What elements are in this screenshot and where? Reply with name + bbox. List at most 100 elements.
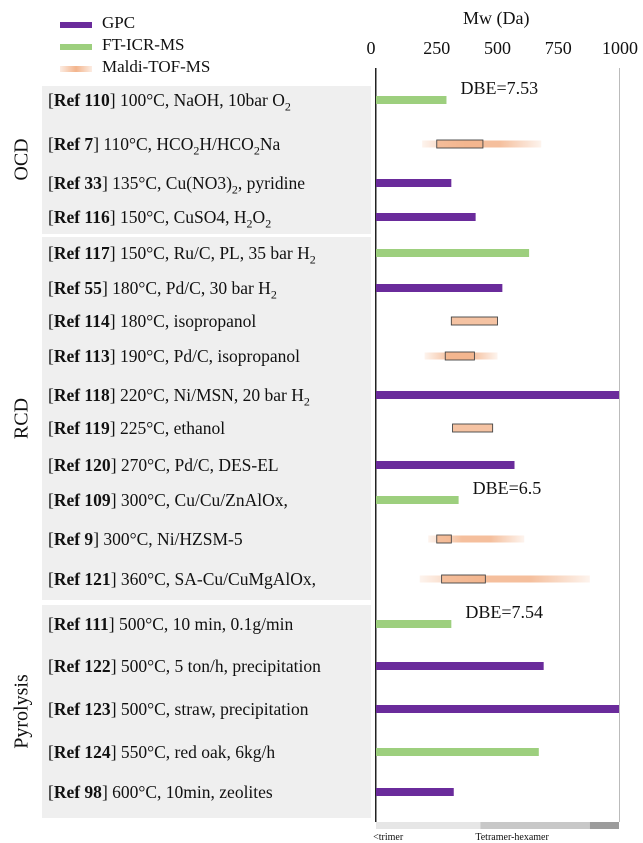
row-condition-tail: , pyridine <box>237 173 305 193</box>
bar-gpc <box>376 788 454 796</box>
tick-label: 250 <box>423 38 451 58</box>
row-condition: 135°C, Cu(NO3) <box>112 173 232 193</box>
ref-name: Ref 33 <box>53 173 102 193</box>
bar-gpc <box>376 662 544 670</box>
row-condition-tail: O <box>252 207 266 227</box>
row-label: [Ref 111] 500°C, 10 min, 0.1g/min <box>48 614 294 634</box>
row-label: [Ref 116] 150°C, CuSO4, H2O2 <box>48 207 272 231</box>
tick-label: 1000 <box>602 38 638 58</box>
maldi-box <box>450 316 498 326</box>
bar-ft-icr-ms <box>376 748 539 756</box>
legend-swatch <box>60 66 92 72</box>
oligomer-band <box>480 822 590 829</box>
dbe-annotation: DBE=7.54 <box>465 602 543 622</box>
dbe-annotation: DBE=6.5 <box>472 478 542 498</box>
subscript: 2 <box>309 252 316 267</box>
subscript: 2 <box>193 143 200 158</box>
row-condition-tail: Na <box>259 134 281 154</box>
subscript: 2 <box>231 182 238 197</box>
legend-swatch <box>60 44 92 50</box>
row-condition: 270°C, Pd/C, DES-EL <box>120 455 279 475</box>
ref-name: Ref 110 <box>53 90 110 110</box>
ref-name: Ref 109 <box>53 490 111 510</box>
row-condition: 550°C, red oak, 6kg/h <box>120 742 276 762</box>
ref-name: Ref 117 <box>53 243 110 263</box>
row-label: [Ref 109] 300°C, Cu/Cu/ZnAlOx, <box>48 490 288 510</box>
ref-name: Ref 116 <box>53 207 110 227</box>
ref-name: Ref 119 <box>53 418 110 438</box>
row-label: [Ref 118] 220°C, Ni/MSN, 20 bar H2 <box>48 385 310 409</box>
subscript: 2 <box>284 99 291 114</box>
row-label: [Ref 121] 360°C, SA-Cu/CuMgAlOx, <box>48 569 317 589</box>
row-label: [Ref 114] 180°C, isopropanol <box>48 311 257 331</box>
ref-name: Ref 113 <box>53 346 110 366</box>
ref-name: Ref 124 <box>53 742 111 762</box>
ref-name: Ref 120 <box>53 455 111 475</box>
legend-swatch <box>60 22 92 28</box>
legend-label: Maldi-TOF-MS <box>102 57 211 76</box>
row-condition: 100°C, NaOH, 10bar O <box>119 90 285 110</box>
bar-ft-icr-ms <box>376 249 530 257</box>
oligomer-band <box>376 822 481 829</box>
row-label: [Ref 9] 300°C, Ni/HZSM-5 <box>48 529 243 549</box>
subscript: 2 <box>265 216 272 231</box>
bar-gpc <box>376 179 452 187</box>
row-condition: 190°C, Pd/C, isopropanol <box>119 346 301 366</box>
ref-name: Ref 111 <box>53 614 109 634</box>
row-label: [Ref 113] 190°C, Pd/C, isopropanol <box>48 346 301 366</box>
row-label: [Ref 120] 270°C, Pd/C, DES-EL <box>48 455 279 475</box>
y-axis-line <box>375 68 377 822</box>
maldi-box <box>441 574 486 584</box>
row-label: [Ref 33] 135°C, Cu(NO3)2, pyridine <box>48 173 305 197</box>
subscript: 2 <box>253 143 260 158</box>
row-condition: 180°C, isopropanol <box>119 311 257 331</box>
maldi-range <box>428 535 525 543</box>
row-label: [Ref 119] 225°C, ethanol <box>48 418 226 438</box>
row-label: [Ref 55] 180°C, Pd/C, 30 bar H2 <box>48 278 277 302</box>
tick-label: 750 <box>544 38 572 58</box>
bar-ft-icr-ms <box>376 496 459 504</box>
axis-title: Mw (Da) <box>463 8 530 28</box>
right-frame-line <box>619 68 620 822</box>
group-panel-rcd <box>42 237 371 600</box>
row-label: [Ref 123] 500°C, straw, precipitation <box>48 699 309 719</box>
legend-label: FT-ICR-MS <box>102 35 185 54</box>
maldi-box <box>452 423 494 433</box>
legend-label: GPC <box>102 13 136 32</box>
ref-name: Ref 123 <box>53 699 111 719</box>
row-condition: 225°C, ethanol <box>119 418 226 438</box>
group-panel-pyrolysis <box>42 605 371 818</box>
dbe-annotation: DBE=7.53 <box>460 78 539 98</box>
row-condition: 220°C, Ni/MSN, 20 bar H <box>119 385 304 405</box>
row-label: [Ref 117] 150°C, Ru/C, PL, 35 bar H2 <box>48 243 316 267</box>
row-label: [Ref 124] 550°C, red oak, 6kg/h <box>48 742 276 762</box>
row-label: [Ref 110] 100°C, NaOH, 10bar O2 <box>48 90 291 114</box>
bar-gpc <box>376 391 619 399</box>
maldi-range <box>419 575 590 583</box>
row-condition: 300°C, Ni/HZSM-5 <box>103 529 243 549</box>
row-condition: 500°C, 10 min, 0.1g/min <box>118 614 294 634</box>
maldi-box <box>436 534 452 544</box>
ref-name: Ref 114 <box>53 311 110 331</box>
ref-name: Ref 98 <box>53 782 102 802</box>
tick-label: 0 <box>366 38 376 58</box>
subscript: 2 <box>270 287 277 302</box>
ref-name: Ref 9 <box>53 529 94 549</box>
row-label: [Ref 122] 500°C, 5 ton/h, precipitation <box>48 656 321 676</box>
maldi-box <box>444 351 475 361</box>
ref-name: Ref 55 <box>53 278 102 298</box>
bar-ft-icr-ms <box>376 620 452 628</box>
row-label: [Ref 7] 110°C, HCO2H/HCO2Na <box>48 134 281 158</box>
row-condition: 110°C, HCO <box>103 134 194 154</box>
row-condition: 600°C, 10min, zeolites <box>112 782 273 802</box>
row-condition: 150°C, Ru/C, PL, 35 bar H <box>119 243 310 263</box>
tick-label: 500 <box>484 38 511 58</box>
row-condition: 360°C, SA-Cu/CuMgAlOx, <box>120 569 317 589</box>
subscript: 2 <box>303 394 310 409</box>
row-condition: 150°C, CuSO4, H <box>119 207 247 227</box>
bar-gpc <box>376 284 503 292</box>
maldi-box <box>436 139 484 149</box>
ref-name: Ref 122 <box>53 656 111 676</box>
